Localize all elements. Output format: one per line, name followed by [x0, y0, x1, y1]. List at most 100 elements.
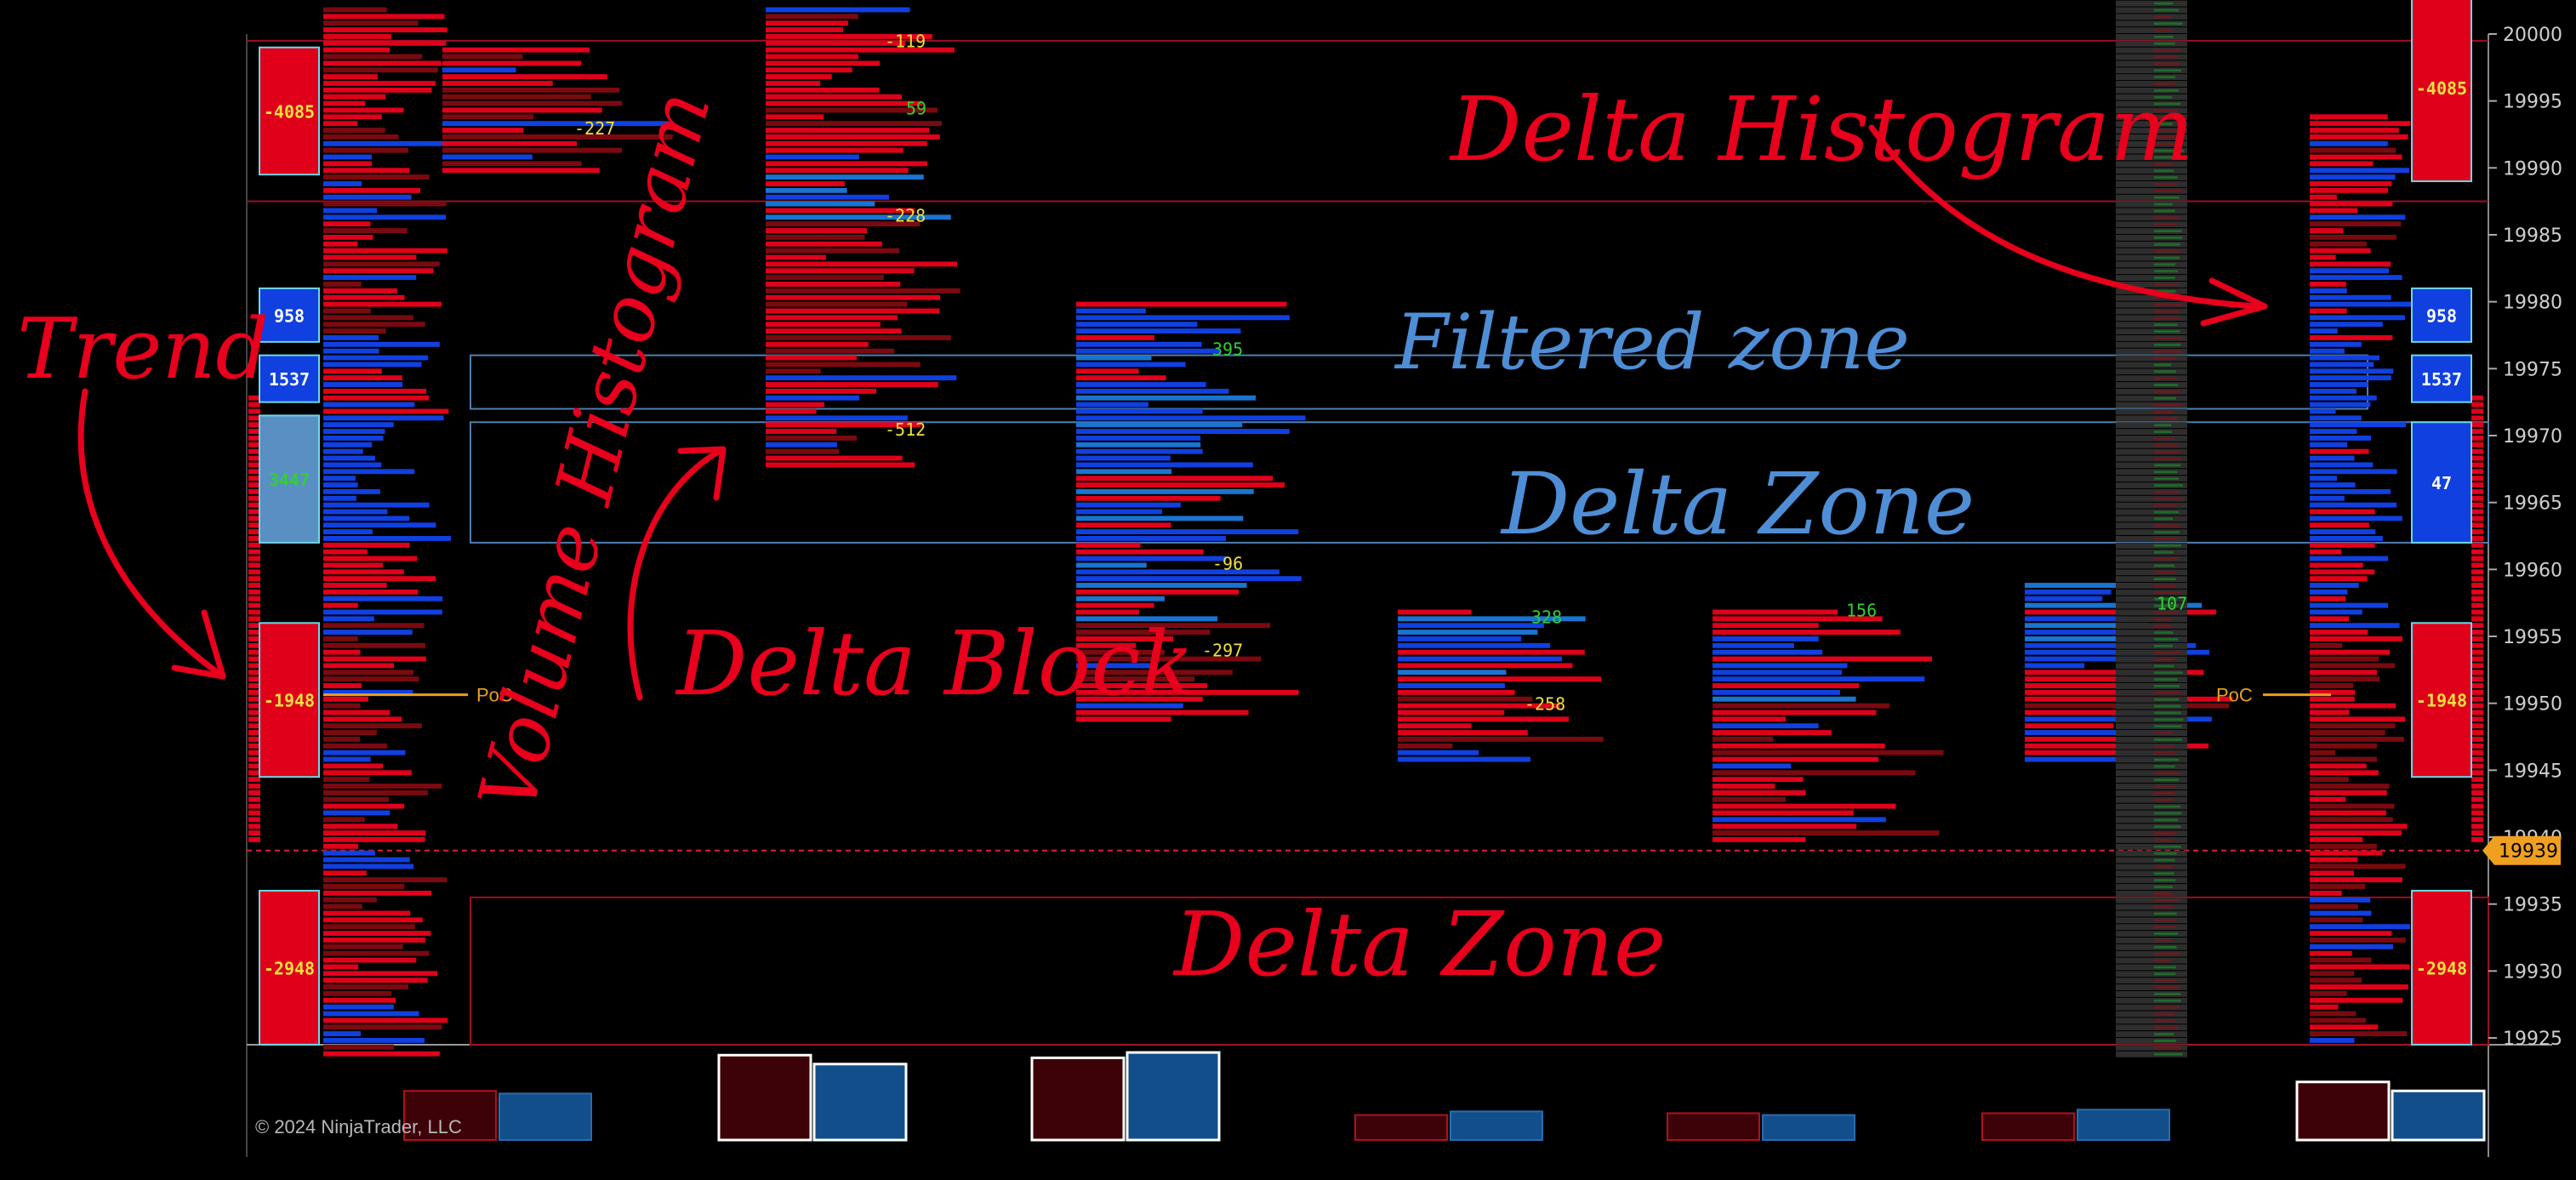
- histogram-bar: [323, 187, 420, 193]
- volume-buy-bar: [1450, 1110, 1543, 1142]
- trend-bar: [2471, 636, 2483, 641]
- trend-bar: [248, 488, 260, 494]
- ladder-cell: [2116, 1038, 2187, 1044]
- trend-bar: [248, 737, 260, 742]
- ladder-delta-cell: [2154, 578, 2176, 581]
- histogram-bar: [323, 408, 449, 414]
- right-delta-block-label: 1537: [2421, 369, 2462, 390]
- histogram-bar: [323, 201, 447, 207]
- ladder-cell: [2116, 957, 2187, 964]
- ladder-cell: [2116, 228, 2187, 234]
- histogram-bar: [1398, 750, 1479, 755]
- delta-value-label: -512: [885, 419, 926, 440]
- ladder-delta-cell: [2154, 36, 2174, 38]
- histogram-bar: [323, 649, 361, 655]
- trend-bar: [248, 562, 260, 568]
- histogram-bar: [1398, 756, 1530, 762]
- histogram-bar: [323, 74, 378, 80]
- histogram-bar: [323, 770, 412, 776]
- histogram-bar: [2310, 743, 2377, 749]
- ladder-cell: [2116, 60, 2187, 67]
- histogram-bar: [2310, 201, 2393, 207]
- ladder-delta-cell: [2154, 363, 2172, 367]
- trend-bar: [2471, 663, 2483, 669]
- trend-bar: [2471, 824, 2483, 829]
- histogram-bar: [323, 843, 359, 849]
- histogram-bar: [2310, 663, 2396, 669]
- ladder-cell: [2116, 670, 2187, 676]
- ladder-delta-cell: [2154, 1006, 2180, 1009]
- ladder-cell: [2116, 174, 2187, 181]
- histogram-bar: [323, 824, 398, 829]
- histogram-bar: [323, 128, 385, 133]
- histogram-bar: [1076, 429, 1290, 434]
- ladder-cell: [2116, 536, 2187, 542]
- trend-bar: [2471, 408, 2483, 414]
- ladder-cell: [2116, 476, 2187, 482]
- histogram-bar: [2310, 1004, 2339, 1010]
- ladder-cell: [2116, 1044, 2187, 1051]
- histogram-bar: [2310, 161, 2374, 167]
- histogram-bar: [323, 121, 358, 127]
- ladder-cell: [2116, 602, 2187, 609]
- histogram-bar: [1398, 636, 1522, 641]
- price-tick-label: 19950: [2503, 694, 2562, 715]
- histogram-bar: [1076, 636, 1173, 641]
- ladder-delta-cell: [2154, 497, 2183, 500]
- histogram-bar: [2310, 730, 2385, 735]
- ladder-delta-cell: [2154, 858, 2175, 862]
- histogram-bar: [323, 315, 413, 321]
- annotation-delta-histogram: Delta Histogram: [1450, 77, 2194, 181]
- price-axis[interactable]: 20000 19995 19990 19985 19980 19975 19970 19965…: [2482, 25, 2562, 1050]
- histogram-bar: [323, 1031, 361, 1036]
- histogram-bar: [323, 436, 384, 441]
- volume-buy-bar: [499, 1092, 592, 1142]
- histogram-bar: [442, 107, 602, 113]
- histogram-bar: [766, 241, 882, 247]
- ladder-delta-cell: [2154, 631, 2174, 634]
- histogram-bar: [2025, 656, 2164, 662]
- histogram-bar: [766, 74, 832, 80]
- ladder-cell: [2116, 522, 2187, 529]
- ladder-delta-cell: [2154, 430, 2173, 433]
- histogram-bar: [323, 703, 361, 709]
- histogram-bar: [766, 34, 932, 39]
- ladder-cell: [2116, 322, 2187, 328]
- trend-bar: [248, 509, 260, 515]
- histogram-bar: [323, 388, 427, 394]
- histogram-bar: [323, 429, 385, 434]
- ladder-cell: [2116, 516, 2187, 522]
- ladder-delta-cell: [2154, 972, 2176, 976]
- ladder-cell: [2116, 268, 2187, 275]
- histogram-bar: [1398, 609, 1472, 615]
- histogram-bar: [323, 716, 402, 722]
- histogram-bar: [1713, 796, 1787, 802]
- histogram-bar: [442, 134, 673, 140]
- histogram-bar: [766, 355, 857, 361]
- histogram-bar: [1076, 529, 1299, 534]
- histogram-bar: [1076, 649, 1165, 655]
- price-tick-label: 19990: [2503, 158, 2562, 180]
- histogram-bar: [2310, 522, 2369, 528]
- histogram-bar: [2310, 488, 2391, 494]
- trend-bar: [248, 522, 260, 528]
- trend-bar: [2471, 670, 2483, 676]
- histogram-bar: [2310, 877, 2403, 883]
- histogram-bar: [2310, 288, 2347, 294]
- histogram-bar: [2310, 516, 2402, 522]
- left-delta-block: [259, 354, 320, 403]
- histogram-bar: [323, 60, 442, 66]
- histogram-bar: [1076, 328, 1241, 333]
- histogram-bar: [323, 536, 451, 541]
- histogram-bar: [442, 74, 607, 80]
- delta-value-label: 59: [906, 98, 926, 118]
- ladder-cell: [2116, 408, 2187, 415]
- trend-bar: [248, 837, 260, 842]
- histogram-bar: [323, 442, 373, 447]
- ladder-delta-cell: [2154, 1033, 2174, 1035]
- delta-value-label: -258: [1525, 694, 1565, 715]
- histogram-bar: [323, 147, 409, 153]
- trend-bar: [2471, 536, 2483, 541]
- histogram-bar: [1398, 616, 1586, 622]
